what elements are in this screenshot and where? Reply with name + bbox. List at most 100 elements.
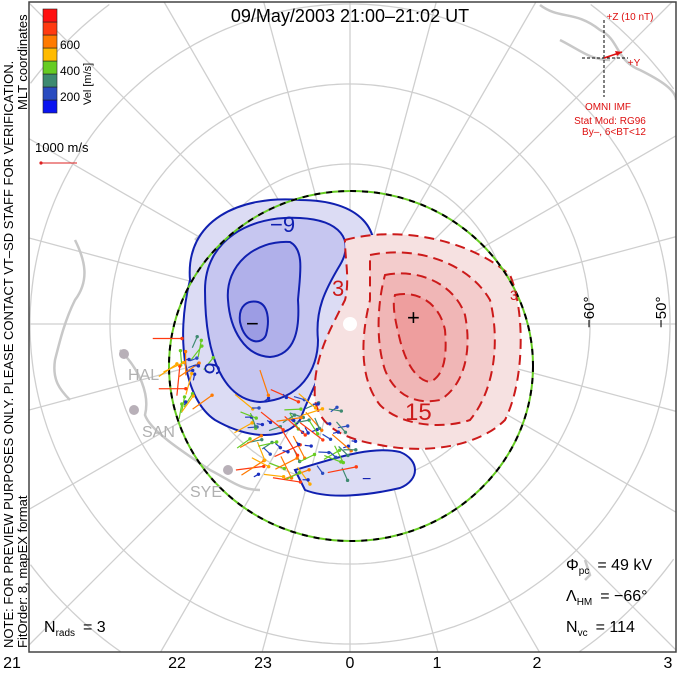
- velocity-vector: [301, 408, 323, 417]
- latitude-label: −50°: [653, 297, 670, 328]
- colorbar-tick: 200: [60, 90, 80, 104]
- velocity-vector: [290, 419, 294, 422]
- velocity-vector: [251, 457, 269, 468]
- page-title: 09/May/2003 21:00–21:02 UT: [231, 6, 469, 26]
- velocity-vector: [235, 465, 264, 471]
- radar-count: Nrads = 3: [44, 619, 106, 639]
- velocity-vector: [269, 462, 285, 470]
- reference-vector-label: 1000 m/s: [35, 140, 89, 155]
- contour-label: 9: [199, 361, 226, 377]
- radar-label-san: SAN: [142, 424, 175, 441]
- velocity-vector: [327, 466, 357, 474]
- imf-y-label: +Y: [628, 58, 641, 69]
- vector-origin: [192, 372, 197, 376]
- velocity-vector: [259, 369, 269, 396]
- velocity-vector: [203, 357, 214, 371]
- velocity-vector: [325, 422, 330, 425]
- latitude-circle: [579, 558, 675, 652]
- colorbar-label: Vel [m/s]: [82, 63, 94, 105]
- velocity-vector: [239, 435, 262, 448]
- colorbar-segment: [42, 8, 58, 23]
- velocity-vector: [282, 393, 287, 398]
- contour-label: −: [362, 471, 371, 488]
- velocity-vector: [274, 442, 281, 449]
- meridian-line: [160, 392, 311, 652]
- colorbar-segment: [42, 60, 58, 75]
- vector-origin: [354, 465, 358, 469]
- vector-origin: [183, 349, 188, 354]
- velocity-vector: [263, 397, 269, 402]
- contour-label: 3: [332, 276, 344, 301]
- velocity-vector: [329, 451, 337, 458]
- velocity-vector: [337, 425, 348, 429]
- velocity-vector: [285, 472, 300, 481]
- velocity-vector: [183, 393, 194, 408]
- mlt-label: 21: [3, 655, 21, 672]
- velocity-vector: [180, 396, 186, 413]
- velocity-vector: [234, 393, 254, 410]
- colorbar-tick: 600: [60, 38, 80, 52]
- velocity-vector: [336, 421, 346, 433]
- velocity-vector: [280, 456, 293, 479]
- velocity-vector: [332, 431, 339, 434]
- contour-label: +: [407, 305, 420, 330]
- meridian-line: [370, 2, 437, 247]
- colorbar-segment: [42, 47, 58, 62]
- velocity-vector: [282, 414, 295, 424]
- meridian-line: [261, 401, 330, 652]
- velocity-vector: [260, 411, 284, 431]
- vector-origin: [257, 406, 261, 410]
- potential-contours: [168, 190, 534, 542]
- colorbar-segment: [42, 99, 58, 114]
- velocity-vector: [304, 427, 309, 434]
- vector-origin: [180, 336, 184, 341]
- velocity-vector: [293, 395, 305, 401]
- velocity-vector: [298, 393, 316, 409]
- velocity-vector: [240, 411, 257, 419]
- reference-vector: [39, 161, 77, 165]
- latitude-label: −60°: [581, 297, 598, 328]
- velocity-vector: [311, 429, 318, 433]
- latitude-circle: [29, 564, 121, 652]
- fit-order-label: FitOrder: 8, mapEX format: [15, 495, 30, 648]
- velocity-colorbar: [42, 8, 58, 114]
- velocity-vector: [324, 454, 342, 463]
- velocity-vector: [272, 477, 301, 483]
- velocity-vector: [192, 394, 213, 410]
- velocity-vector: [192, 374, 196, 381]
- velocity-vector: [292, 435, 306, 459]
- velocity-vector: [189, 345, 203, 362]
- velocity-vector: [185, 373, 193, 395]
- contour-label: 15: [405, 399, 432, 426]
- velocity-vector: [275, 457, 298, 470]
- velocity-vector: [296, 441, 300, 445]
- velocity-vector: [163, 362, 184, 373]
- mlt-label: 1: [433, 655, 442, 672]
- velocity-vectors: [152, 334, 358, 486]
- velocity-vector: [253, 473, 259, 478]
- colorbar-segment: [42, 73, 58, 88]
- imf-z-label: +Z (10 nT): [607, 12, 654, 23]
- velocity-vector: [314, 417, 320, 429]
- vector-count: Nvc = 114: [566, 619, 635, 639]
- velocity-vector: [258, 441, 277, 447]
- velocity-vector: [299, 422, 324, 441]
- velocity-vector: [331, 433, 352, 452]
- velocity-vector: [262, 447, 271, 455]
- velocity-vector: [338, 446, 349, 456]
- contour-label: −: [246, 311, 259, 336]
- stat-model: Stat Mod: RG96: [574, 116, 646, 127]
- velocity-vector: [256, 441, 266, 461]
- vector-origin: [191, 368, 195, 373]
- velocity-vector: [263, 473, 284, 478]
- meridian-line: [389, 2, 537, 256]
- velocity-vector: [318, 451, 329, 454]
- mlt-label: 0: [346, 655, 355, 672]
- velocity-vector: [334, 445, 344, 463]
- velocity-vector: [304, 444, 312, 447]
- velocity-vector: [284, 408, 301, 411]
- radar-sites: [119, 349, 233, 475]
- mlt-label: 23: [254, 655, 272, 672]
- side-note: NOTE: FOR PREVIEW PURPOSES ONLY. PLEASE …: [1, 61, 16, 648]
- velocity-vector: [282, 449, 289, 453]
